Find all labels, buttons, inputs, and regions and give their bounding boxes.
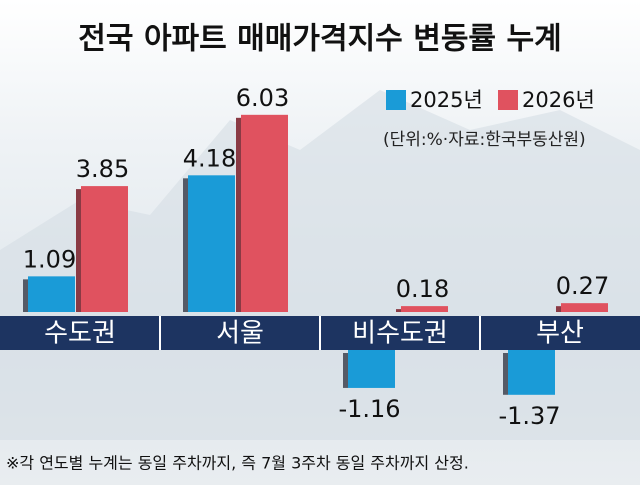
x-tick-label: 비수도권 [352, 319, 448, 349]
bar-shadow [183, 178, 188, 312]
bar-shadow [23, 279, 28, 312]
data-label: 6.03 [236, 84, 289, 112]
bar-shadow [343, 353, 348, 388]
legend-label: 2025년 [410, 88, 483, 112]
bar-shadow [236, 117, 241, 312]
data-label: -1.16 [338, 395, 400, 423]
bar-shadow [503, 353, 508, 395]
chart-title: 전국 아파트 매매가격지수 변동률 누계 [78, 22, 561, 57]
bar [561, 303, 608, 312]
chart-subtitle: (단위:%·자료:한국부동산원) [383, 130, 586, 150]
bar [508, 350, 555, 395]
bar [188, 175, 235, 312]
bar-shadow [396, 309, 401, 312]
data-label: 1.09 [23, 245, 76, 273]
legend-swatch [498, 90, 518, 110]
background-scenery [0, 90, 640, 440]
footnote: ※각 연도별 누계는 동일 주차까지, 즉 7월 3주차 동일 주차까지 산정. [6, 454, 469, 473]
x-tick-label: 수도권 [44, 319, 116, 349]
bar-shadow [556, 306, 561, 312]
bar [81, 186, 128, 312]
data-label: -1.37 [498, 402, 560, 430]
bar [241, 114, 288, 312]
bar-shadow [76, 189, 81, 312]
x-tick-label: 서울 [216, 319, 264, 349]
bar [28, 276, 75, 312]
data-label: 0.27 [556, 272, 609, 300]
legend: 2025년 2026년 [386, 88, 595, 112]
x-tick-label: 부산 [536, 319, 584, 349]
legend-label: 2026년 [522, 88, 595, 112]
data-label: 4.18 [183, 144, 236, 172]
bar [401, 306, 448, 312]
legend-swatch [386, 90, 406, 110]
bar [348, 350, 395, 388]
data-label: 0.18 [396, 275, 449, 303]
data-label: 3.85 [76, 155, 129, 183]
